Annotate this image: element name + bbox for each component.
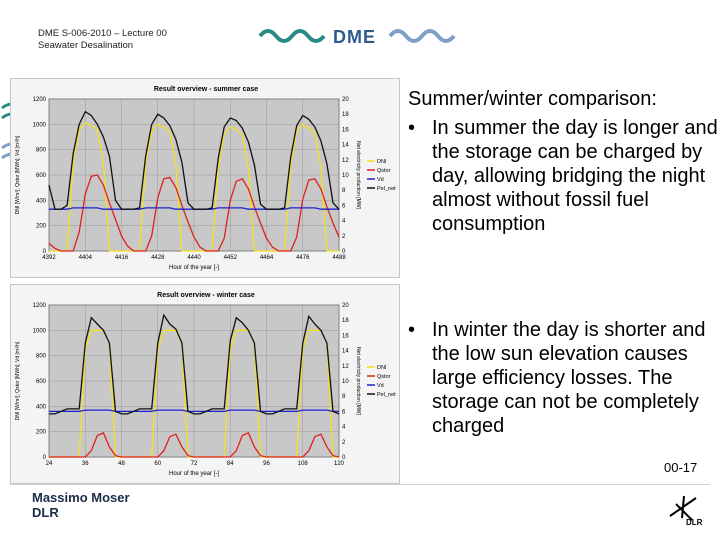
y2-tick-label: 4 (342, 425, 346, 431)
y2-tick-label: 16 (342, 127, 349, 133)
y2-tick-label: 12 (342, 158, 349, 164)
legend-label: Pel_net (377, 392, 396, 398)
x-tick-label: 4464 (260, 255, 274, 261)
y-tick-label: 0 (43, 455, 47, 461)
y2-tick-label: 8 (342, 188, 346, 194)
chart-title: Result overview - summer case (154, 86, 258, 93)
y2-tick-label: 14 (342, 349, 349, 355)
x-axis-label: Hour of the year [-] (169, 471, 219, 477)
dlr-logo-icon: DLR (669, 495, 703, 526)
x-tick-label: 108 (298, 461, 309, 467)
y2-tick-label: 4 (342, 219, 346, 225)
winter-chart-svg: Result overview - winter case02004006008… (15, 292, 396, 477)
y-tick-label: 600 (36, 379, 47, 385)
y2-tick-label: 12 (342, 364, 349, 370)
series-line-qstor (48, 174, 340, 252)
y-tick-label: 800 (36, 354, 47, 360)
x-tick-label: 4428 (151, 255, 165, 261)
series-line-qstor (49, 432, 340, 458)
x-tick-label: 4416 (115, 255, 129, 261)
lecture-header: DME S-006-2010 – Lecture 00 Seawater Des… (38, 28, 167, 52)
y-axis-label: DNI [W/m²]; Qstor [MWh]; Vd [m³/h] (15, 135, 21, 214)
x-tick-label: 96 (263, 461, 270, 467)
x-tick-label: 36 (82, 461, 89, 467)
x-tick-label: 4404 (79, 255, 93, 261)
y2-tick-label: 14 (342, 143, 349, 149)
svg-text:DLR: DLR (686, 518, 703, 526)
bullet-marker: • (408, 319, 416, 341)
y-tick-label: 0 (43, 249, 47, 255)
y2-tick-label: 20 (342, 303, 349, 309)
legend-label: DNI (377, 365, 387, 371)
dme-logo-text: DME (333, 27, 376, 47)
x-tick-label: 4440 (187, 255, 201, 261)
y2-tick-label: 0 (342, 249, 346, 255)
dme-logo-icon (258, 29, 456, 43)
legend-label: Qstor (377, 168, 391, 174)
slide-title: Summer/winter comparison: (408, 88, 657, 110)
summer-chart-svg: Result overview - summer case02004006008… (15, 86, 396, 271)
header-line-1: DME S-006-2010 – Lecture 00 (38, 28, 167, 39)
y-axis-label: DNI [W/m²]; Qstor [MWh]; Vd [m³/h] (15, 341, 21, 420)
x-tick-label: 60 (154, 461, 161, 467)
y-tick-label: 200 (36, 430, 47, 436)
author-org: DLR (32, 505, 59, 520)
y-tick-label: 800 (36, 148, 47, 154)
y2-tick-label: 6 (342, 203, 346, 209)
x-axis-label: Hour of the year [-] (169, 265, 219, 271)
y2-tick-label: 16 (342, 333, 349, 339)
legend-label: Vd (377, 177, 384, 183)
x-tick-label: 120 (334, 461, 345, 467)
chart-title: Result overview - winter case (157, 292, 255, 299)
series-line-pel-net (49, 313, 340, 415)
series-line-vd (49, 409, 339, 413)
y2-tick-label: 8 (342, 394, 346, 400)
x-tick-label: 48 (118, 461, 125, 467)
y2-tick-label: 20 (342, 97, 349, 103)
x-tick-label: 4452 (224, 255, 238, 261)
bullet-winter: In winter the day is shorter and the low… (432, 319, 706, 437)
y-tick-label: 1200 (33, 97, 47, 103)
legend-label: Vd (377, 383, 384, 389)
y-tick-label: 1200 (33, 303, 47, 309)
author-name: Massimo Moser (32, 490, 130, 505)
series-line-dni (49, 122, 339, 252)
y2-tick-label: 2 (342, 440, 346, 446)
y2-tick-label: 10 (342, 173, 349, 179)
summer-chart: Result overview - summer case 0 200 400 600 8… (10, 78, 400, 278)
y-tick-label: 400 (36, 404, 47, 410)
y2-tick-label: 18 (342, 112, 349, 118)
y2-tick-label: 0 (342, 455, 346, 461)
y-tick-label: 200 (36, 224, 47, 230)
series-line-pel-net (48, 110, 340, 210)
footer-author: Massimo Moser DLR (32, 490, 130, 520)
legend-label: DNI (377, 159, 387, 165)
x-tick-label: 4488 (332, 255, 346, 261)
y2-tick-label: 10 (342, 379, 349, 385)
x-tick-label: 4392 (42, 255, 56, 261)
bullet-marker: • (408, 117, 416, 139)
y-tick-label: 1000 (33, 122, 47, 128)
y2-axis-label: Net electricity production [MW] (355, 141, 361, 209)
bullet-summer: In summer the day is longer and the stor… (432, 117, 718, 235)
y2-tick-label: 18 (342, 318, 349, 324)
x-tick-label: 24 (46, 461, 53, 467)
x-tick-label: 84 (227, 461, 234, 467)
legend-label: Pel_net (377, 186, 396, 192)
y2-tick-label: 2 (342, 234, 346, 240)
header-line-2: Seawater Desalination (38, 40, 134, 51)
y-tick-label: 600 (36, 173, 47, 179)
winter-chart: Result overview - winter case 0 200 400 600 8… (10, 284, 400, 484)
y-tick-label: 400 (36, 198, 47, 204)
slide-number: 00-17 (664, 460, 698, 475)
y2-tick-label: 6 (342, 409, 346, 415)
footer-divider (10, 484, 710, 485)
x-tick-label: 72 (191, 461, 198, 467)
y2-axis-label: Net electricity production [MW] (355, 347, 361, 415)
y-tick-label: 1000 (33, 328, 47, 334)
x-tick-label: 4476 (296, 255, 310, 261)
legend-label: Qstor (377, 374, 391, 380)
